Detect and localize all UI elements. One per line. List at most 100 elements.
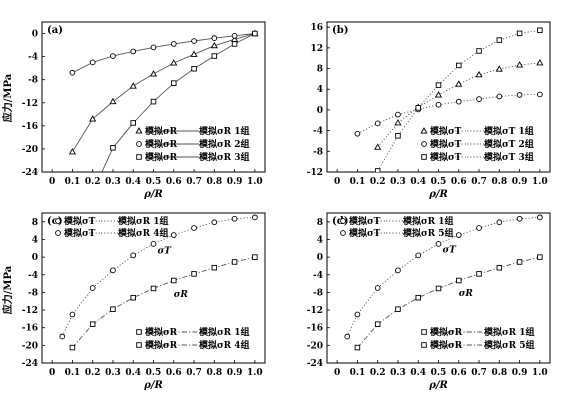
data-point-circle: [476, 225, 482, 231]
y-tick-label: 0: [32, 30, 38, 40]
legend-text-left: 模拟σT: [430, 151, 462, 163]
legend-text-right: 模拟σR 1组: [403, 215, 454, 227]
y-tick-label: 12: [310, 44, 323, 54]
y-tick-label: -16: [307, 324, 323, 334]
x-tick-label: 0.1: [350, 177, 366, 187]
legend-marker: [340, 218, 346, 224]
x-tick-label: 0.2: [85, 368, 101, 378]
data-point-triangle: [129, 82, 137, 89]
legend-text-left: 模拟σT: [349, 227, 381, 239]
data-point-circle: [496, 219, 503, 226]
x-tick-label: 0.3: [105, 368, 121, 378]
legend-text-left: 模拟σR: [145, 151, 178, 163]
data-point-square: [516, 30, 523, 37]
y-tick-label: -20: [22, 145, 38, 155]
data-point-circle: [374, 285, 381, 291]
y-tick-label: -24: [22, 168, 38, 178]
x-tick-label: 0.3: [105, 177, 121, 187]
data-point-triangle: [109, 97, 117, 105]
y-tick-label: 4: [32, 235, 38, 245]
data-point-circle: [69, 69, 76, 76]
series-line-2: [377, 29, 540, 172]
data-point-circle: [516, 215, 523, 222]
panel-label: (b): [332, 25, 348, 36]
y-axis-label-bottom: 应力/MPa: [1, 265, 14, 314]
data-point-circle: [211, 35, 218, 42]
y-tick-label: 16: [310, 23, 323, 33]
legend-text-left: 模拟σR: [430, 326, 463, 338]
data-point-square: [150, 98, 157, 105]
data-point-circle: [516, 92, 523, 98]
data-point-square: [374, 321, 381, 327]
series-group: [59, 214, 258, 351]
data-point-circle: [110, 53, 116, 59]
x-axis-label: ρ/R: [143, 380, 163, 391]
series-line-0: [72, 33, 256, 153]
data-point-triangle: [149, 70, 158, 77]
data-point-triangle: [190, 50, 198, 57]
legend-text-left: 模拟σT: [430, 125, 462, 137]
data-point-triangle: [475, 70, 483, 78]
data-point-triangle: [495, 65, 503, 72]
data-point-square: [415, 105, 421, 111]
y-tick-label: -8: [28, 76, 38, 86]
y-tick-label: -12: [307, 306, 323, 316]
curve-annotation: σT: [443, 246, 458, 256]
y-tick-label: 0: [32, 253, 38, 263]
y-tick-label: -4: [313, 127, 323, 137]
y-tick-label: -8: [313, 288, 323, 298]
data-point-circle: [374, 120, 381, 127]
x-tick-label: 0.5: [146, 177, 162, 187]
data-point-circle: [354, 130, 361, 137]
legend-text-left: 模拟σT: [430, 138, 462, 150]
x-tick-label: 0.8: [491, 177, 507, 187]
data-point-square: [537, 254, 543, 260]
data-point-circle: [130, 252, 137, 259]
data-point-circle: [231, 32, 238, 39]
panel-label: (c): [47, 216, 63, 227]
legend-marker: [135, 127, 143, 134]
series-line-1: [357, 256, 541, 348]
panel-a: 0 0.1 0.2 0.3 0.4 0.5 0.6 0.7 0.8 0.9 1.0 0 -4 -8 -12 -…: [22, 21, 266, 200]
data-point-square: [516, 259, 523, 265]
y-tick-label: -16: [22, 122, 38, 132]
data-point-circle: [89, 285, 96, 291]
data-point-square: [476, 271, 482, 277]
x-tick-label: 0.6: [451, 368, 467, 378]
x-tick-label: 0.6: [166, 368, 182, 378]
panel-b: 0 0.1 0.2 0.3 0.4 0.5 0.6 0.7 0.8 0.9 1.0 -12 -8 -4 0 4…: [307, 21, 551, 200]
x-axis-label: ρ/R: [428, 380, 448, 391]
x-tick-label: 0: [49, 177, 55, 187]
x-tick-label: 0.9: [512, 177, 528, 187]
y-tick-label: -8: [313, 147, 323, 157]
legend-text-left: 模拟σT: [64, 215, 96, 227]
legend-text-left: 模拟σT: [349, 215, 381, 227]
x-tick-label: 0.5: [146, 368, 162, 378]
x-tick-label: 0.9: [227, 177, 243, 187]
legend-marker: [55, 230, 61, 236]
legend-text-left: 模拟σR: [430, 339, 463, 351]
x-tick-label: 0.4: [410, 177, 426, 187]
legend-text-right: 模拟σR 4组: [199, 339, 250, 351]
y-axis-label-top: 应力/MPa: [1, 73, 14, 122]
legend-text-right: 模拟σR 1组: [484, 326, 535, 338]
x-tick-label: 0.1: [65, 177, 81, 187]
data-point-circle: [455, 98, 462, 105]
data-point-circle: [170, 232, 177, 238]
legend-marker: [421, 154, 427, 160]
x-tick-label: 0.6: [166, 177, 182, 187]
y-tick-label: 4: [317, 85, 323, 95]
x-tick-label: 0.7: [471, 368, 487, 378]
y-tick-label: -20: [22, 341, 38, 351]
legend-text-left: 模拟σT: [64, 227, 96, 239]
data-point-square: [150, 285, 157, 292]
data-point-square: [90, 190, 95, 195]
x-tick-label: 0.2: [85, 177, 101, 187]
y-tick-label: -12: [22, 306, 38, 316]
data-point-circle: [170, 41, 177, 47]
x-tick-label: 1.0: [247, 368, 263, 378]
data-point-square: [110, 306, 116, 312]
x-tick-label: 0.1: [65, 368, 81, 378]
legend-text-left: 模拟σR: [145, 125, 178, 137]
